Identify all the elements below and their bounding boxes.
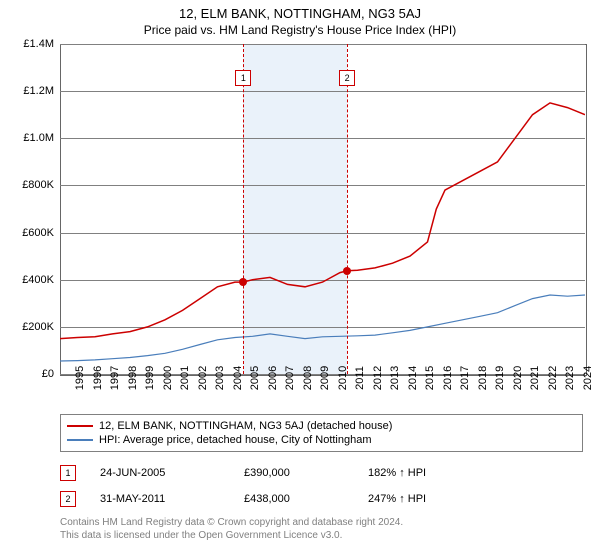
event-row: 2 31-MAY-2011 £438,000 247% ↑ HPI (60, 486, 488, 512)
chart-lines (60, 44, 585, 374)
y-tick-label: £1.2M (23, 85, 54, 97)
series-line (60, 103, 585, 339)
event-index-box: 1 (60, 465, 76, 481)
event-index-box: 2 (60, 491, 76, 507)
event-pct: 247% ↑ HPI (368, 493, 488, 505)
y-tick-label: £0 (42, 368, 54, 380)
event-marker-line (347, 44, 348, 374)
legend-item-hpi: HPI: Average price, detached house, City… (67, 433, 576, 447)
event-date: 31-MAY-2011 (100, 493, 220, 505)
license-text: Contains HM Land Registry data © Crown c… (60, 516, 403, 542)
legend-swatch (67, 439, 93, 441)
y-tick-label: £800K (22, 179, 54, 191)
event-marker-line (243, 44, 244, 374)
event-pct: 182% ↑ HPI (368, 467, 488, 479)
chart-area: 12 £0£200K£400K£600K£800K£1.0M£1.2M£1.4M… (60, 44, 585, 374)
license-line: This data is licensed under the Open Gov… (60, 529, 403, 542)
event-marker-dot (343, 267, 351, 275)
legend: 12, ELM BANK, NOTTINGHAM, NG3 5AJ (detac… (60, 414, 583, 452)
legend-item-property: 12, ELM BANK, NOTTINGHAM, NG3 5AJ (detac… (67, 419, 576, 433)
event-price: £390,000 (244, 467, 344, 479)
y-tick-label: £400K (22, 274, 54, 286)
x-tick-label: 2024 (568, 366, 594, 390)
y-tick-label: £600K (22, 227, 54, 239)
y-tick-label: £1.4M (23, 38, 54, 50)
title-sub: Price paid vs. HM Land Registry's House … (0, 21, 600, 41)
legend-swatch (67, 425, 93, 427)
event-marker-dot (239, 278, 247, 286)
event-price: £438,000 (244, 493, 344, 505)
title-main: 12, ELM BANK, NOTTINGHAM, NG3 5AJ (0, 0, 600, 21)
legend-label: HPI: Average price, detached house, City… (99, 434, 372, 446)
figure: 12, ELM BANK, NOTTINGHAM, NG3 5AJ Price … (0, 0, 600, 560)
series-line (60, 295, 585, 361)
legend-label: 12, ELM BANK, NOTTINGHAM, NG3 5AJ (detac… (99, 420, 392, 432)
event-marker-box: 2 (339, 70, 355, 86)
events-table: 1 24-JUN-2005 £390,000 182% ↑ HPI 2 31-M… (60, 460, 488, 512)
y-tick-label: £200K (22, 321, 54, 333)
event-marker-box: 1 (235, 70, 251, 86)
y-tick-label: £1.0M (23, 132, 54, 144)
event-date: 24-JUN-2005 (100, 467, 220, 479)
license-line: Contains HM Land Registry data © Crown c… (60, 516, 403, 529)
event-row: 1 24-JUN-2005 £390,000 182% ↑ HPI (60, 460, 488, 486)
